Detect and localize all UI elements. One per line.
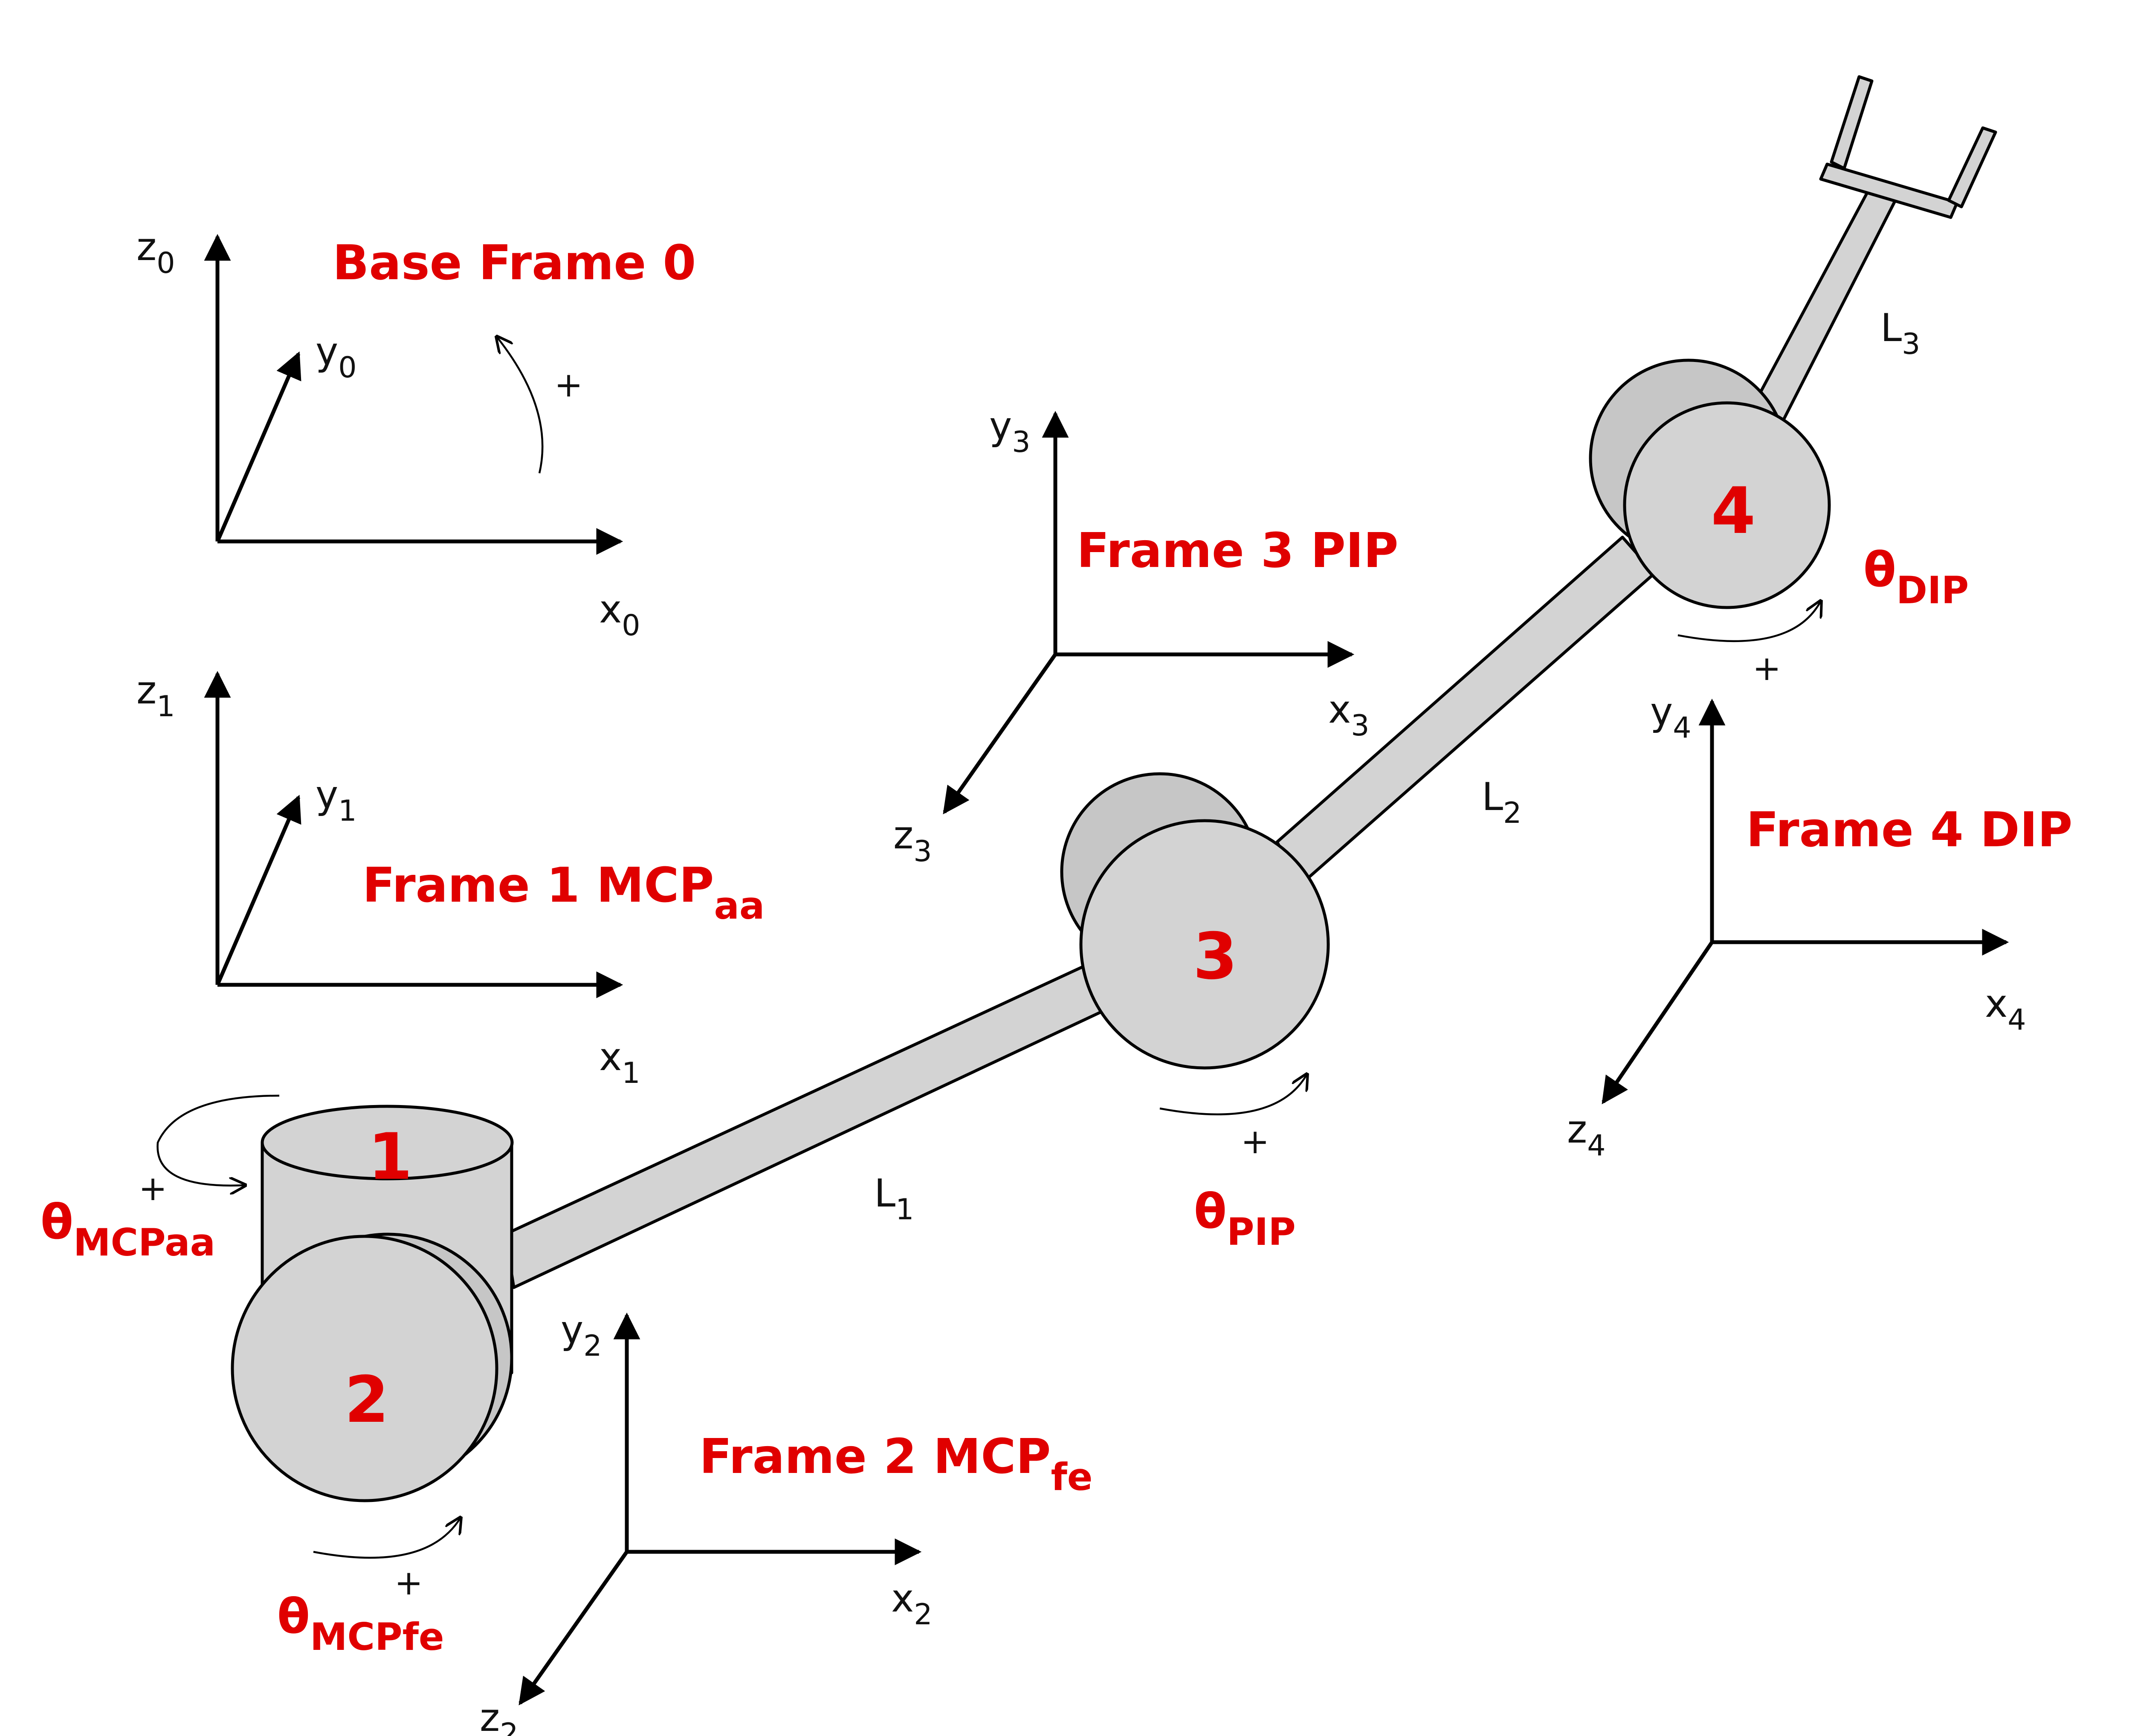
mcp-fe-rotation-sign: +	[394, 1563, 423, 1603]
link-l3-shape	[1751, 190, 1897, 424]
frame-3-z-label: z3	[893, 813, 932, 868]
link-l1-shape	[504, 964, 1106, 1289]
end-effector-gripper	[1819, 75, 1997, 219]
link-l1-label: L1	[874, 1171, 914, 1227]
pip-rotation-arrow	[1159, 1074, 1307, 1116]
joint-4-cylinder	[1589, 359, 1831, 609]
mcp-aa-rotation-sign: +	[139, 1169, 167, 1208]
pip-rotation-sign: +	[1241, 1122, 1269, 1161]
mcp-fe-rotation-arrow	[313, 1518, 461, 1559]
link-l3-label: L3	[1880, 306, 1920, 361]
joint-4-label: 4	[1711, 474, 1755, 548]
joint-2-label: 2	[345, 1363, 389, 1437]
joint-3-cylinder	[1060, 772, 1330, 1070]
frame-0-z-label: z0	[136, 225, 175, 280]
link-l3-name: L	[1880, 306, 1902, 350]
frame-2-axes	[519, 1312, 922, 1706]
frame-2-y-label: y2	[561, 1308, 602, 1363]
dip-angle-label: θDIP	[1863, 542, 1969, 612]
joint-2-cylinder	[231, 1233, 513, 1502]
frame-3-y-label: y3	[989, 404, 1031, 459]
frame-1-x-label: x1	[599, 1035, 640, 1090]
link-l1-name: L	[874, 1171, 895, 1216]
frame-0-rotation-arrow	[497, 337, 544, 474]
mcp-aa-angle-label: θMCPaa	[41, 1195, 215, 1264]
frame-2-title: Frame 2 MCPfe	[699, 1429, 1092, 1499]
frame-3-axes	[943, 411, 1355, 815]
link-l2-sub: 2	[1503, 796, 1521, 830]
mcp-aa-rotation-arrow	[156, 1094, 280, 1186]
link-l1-sub: 1	[895, 1193, 914, 1227]
frame-4-y-label: y4	[1650, 689, 1692, 745]
pip-angle-label: θPIP	[1194, 1184, 1296, 1254]
joint-1-label: 1	[368, 1120, 412, 1194]
frame-1-y-label: y1	[316, 773, 357, 828]
frame-4-x-label: x4	[1985, 981, 2026, 1037]
link-l3-sub: 3	[1902, 327, 1920, 361]
frame-0-axes	[204, 234, 623, 555]
frame-4-axes	[1602, 698, 2009, 1105]
frame-0-rotation-sign: +	[554, 365, 583, 405]
frame-4-z-label: z4	[1567, 1107, 1606, 1163]
link-l2-name: L	[1482, 775, 1503, 819]
frame-3-x-label: x3	[1328, 687, 1370, 743]
frame-2-z-label: z2	[480, 1695, 519, 1736]
finger-model	[231, 75, 1997, 1502]
frame-0-y-label: y0	[316, 329, 357, 385]
link-l2-label: L2	[1482, 775, 1521, 830]
dip-rotation-sign: +	[1753, 648, 1781, 688]
frame-0-title: Base Frame 0	[333, 235, 696, 291]
mcp-fe-angle-label: θMCPfe	[277, 1589, 444, 1659]
frame-2-x-label: x2	[891, 1576, 933, 1632]
frame-3-title: Frame 3 PIP	[1077, 523, 1399, 579]
joint-3-label: 3	[1193, 920, 1237, 994]
dip-rotation-arrow	[1677, 601, 1821, 642]
frame-0-x-label: x0	[599, 587, 640, 642]
frame-4-title: Frame 4 DIP	[1746, 802, 2072, 858]
frame-1-z-label: z1	[136, 668, 175, 723]
frame-1-title: Frame 1 MCPaa	[362, 858, 765, 928]
frame-1-axes	[204, 671, 623, 998]
